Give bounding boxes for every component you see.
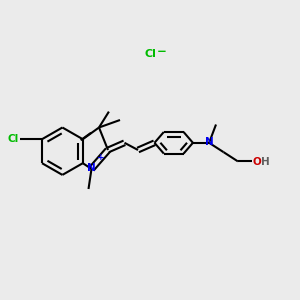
Text: Cl: Cl [8,134,19,144]
Text: O: O [253,157,261,167]
Text: H: H [261,157,270,167]
Text: N: N [205,137,214,147]
Text: −: − [157,44,167,58]
Text: Cl: Cl [144,49,156,59]
Text: N: N [87,163,96,173]
Text: +: + [97,153,104,162]
